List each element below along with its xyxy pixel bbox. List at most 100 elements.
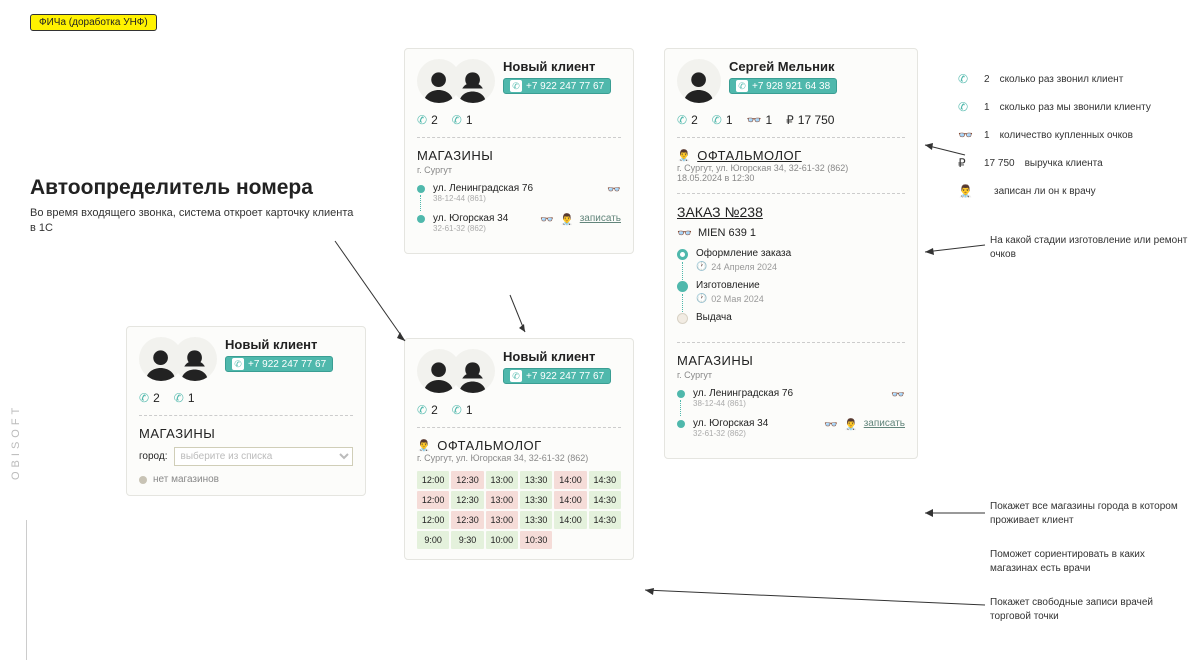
time-slot[interactable]: 14:30 (589, 491, 621, 509)
ruble-icon: ₽ (958, 156, 974, 170)
city-text: г. Сургут (677, 370, 905, 380)
stat-calls-in: ✆2 (677, 113, 698, 127)
stat-calls-in: ✆2 (417, 113, 438, 127)
divider (677, 342, 905, 343)
phone-icon: ✆ (232, 358, 244, 370)
dot-icon (417, 185, 425, 193)
time-slot[interactable]: 14:00 (554, 471, 586, 489)
arrow-icon (920, 505, 990, 520)
book-link[interactable]: записать (580, 213, 621, 224)
time-slot[interactable]: 12:00 (417, 511, 449, 529)
divider (677, 193, 905, 194)
time-slot[interactable]: 10:30 (520, 531, 552, 549)
glasses-icon: 👓 (891, 388, 905, 401)
dot-icon (677, 390, 685, 398)
divider (417, 137, 621, 138)
doctor-icon: 👨‍⚕️ (958, 184, 974, 198)
client-name: Сергей Мельник (729, 59, 905, 74)
order-item: 👓MIEN 639 1 (677, 226, 905, 240)
no-shops-msg: нет магазинов (139, 474, 353, 485)
order-heading[interactable]: ЗАКАЗ №238 (677, 204, 905, 220)
city-select[interactable]: выберите из списка (174, 447, 353, 466)
shop-list: ул. Ленинградская 7638-12-44 (861)👓ул. Ю… (677, 388, 905, 448)
doctor-icon: 👨‍⚕️ (844, 418, 858, 431)
legend-row: ✆2сколько раз звонил клиент (958, 72, 1123, 86)
client-card-4: Сергей Мельник ✆+7 928 921 64 38 ✆2 ✆1 👓… (664, 48, 918, 459)
time-slot[interactable]: 9:30 (451, 531, 483, 549)
brand-line (26, 520, 27, 660)
time-slot[interactable]: 13:30 (520, 491, 552, 509)
shops-heading: МАГАЗИНЫ (677, 353, 905, 368)
time-slot[interactable]: 10:00 (486, 531, 518, 549)
glasses-icon: 👓 (824, 418, 838, 431)
call-in-icon: ✆ (677, 113, 687, 127)
phone-number: +7 922 247 77 67 (248, 359, 326, 370)
call-out-icon: ✆ (452, 113, 462, 127)
time-slot[interactable]: 12:00 (417, 491, 449, 509)
time-slot[interactable]: 9:00 (417, 531, 449, 549)
stat-calls-in: ✆2 (417, 403, 438, 417)
doctor-sub: г. Сургут, ул. Югорская 34, 32-61-32 (86… (417, 453, 621, 463)
note-2: Покажет все магазины города в котором пр… (990, 500, 1190, 528)
time-slot[interactable]: 12:30 (451, 511, 483, 529)
arrow-icon (920, 240, 990, 260)
glasses-icon: 👓 (747, 113, 762, 127)
call-in-icon: ✆ (139, 391, 149, 405)
avatar-female-icon (451, 349, 495, 393)
time-slot[interactable]: 12:00 (417, 471, 449, 489)
dot-icon (417, 215, 425, 223)
call-out-icon: ✆ (174, 391, 184, 405)
arrow-icon (500, 290, 540, 340)
time-slot[interactable]: 13:00 (486, 491, 518, 509)
divider (139, 415, 353, 416)
shop-list: ул. Ленинградская 7638-12-44 (861)👓ул. Ю… (417, 183, 621, 243)
phone-number: +7 922 247 77 67 (526, 371, 604, 382)
note-1: На какой стадии изготовление или ремонт … (990, 234, 1190, 262)
time-slot[interactable]: 12:30 (451, 491, 483, 509)
legend-row: ✆1сколько раз мы звонили клиенту (958, 100, 1151, 114)
call-in-icon: ✆ (417, 113, 427, 127)
time-slot[interactable]: 14:00 (554, 511, 586, 529)
clock-icon: 🕐 (696, 293, 707, 304)
call-out-icon: ✆ (958, 100, 974, 114)
shop-item: ул. Югорская 3432-61-32 (862)👓👨‍⚕️записа… (677, 418, 905, 448)
timeline-item: Изготовление🕐02 Мая 2024 (677, 280, 905, 312)
stat-revenue: ₽17 750 (786, 113, 834, 127)
clock-icon: 🕐 (696, 261, 707, 272)
time-grid: 12:0012:3013:0013:3014:0014:3012:0012:30… (417, 471, 621, 549)
glasses-icon: 👓 (677, 226, 692, 240)
call-in-icon: ✆ (958, 72, 974, 86)
time-slot[interactable]: 13:00 (486, 511, 518, 529)
avatar-female-icon (451, 59, 495, 103)
phone-pill[interactable]: ✆+7 928 921 64 38 (729, 78, 837, 94)
timeline-dot (677, 313, 688, 324)
time-slot[interactable]: 14:30 (589, 511, 621, 529)
phone-pill[interactable]: ✆ +7 922 247 77 67 (225, 356, 333, 372)
note-3: Поможет сориентировать в каких магазинах… (990, 548, 1190, 576)
dot-icon (677, 420, 685, 428)
shops-heading: МАГАЗИНЫ (139, 426, 353, 441)
time-slot[interactable]: 14:00 (554, 491, 586, 509)
time-slot[interactable]: 13:00 (486, 471, 518, 489)
glasses-icon: 👓 (958, 128, 974, 142)
timeline-item: Выдача (677, 312, 905, 332)
phone-pill[interactable]: ✆+7 922 247 77 67 (503, 78, 611, 94)
stat-calls-out: ✆1 (452, 113, 473, 127)
shop-item: ул. Югорская 3432-61-32 (862)👓👨‍⚕️записа… (417, 213, 621, 243)
time-slot[interactable]: 13:30 (520, 511, 552, 529)
legend-row: 👓1количество купленных очков (958, 128, 1133, 142)
time-slot[interactable]: 13:30 (520, 471, 552, 489)
phone-pill[interactable]: ✆+7 922 247 77 67 (503, 368, 611, 384)
phone-icon: ✆ (736, 80, 748, 92)
doctor-heading: 👨‍⚕️ОФТАЛЬМОЛОГ (677, 148, 905, 163)
glasses-icon: 👓 (607, 183, 621, 196)
timeline-dot (677, 249, 688, 260)
time-slot[interactable]: 12:30 (451, 471, 483, 489)
city-text: г. Сургут (417, 165, 621, 175)
avatar-pair (417, 59, 495, 103)
stat-calls-out: ✆1 (174, 391, 195, 405)
stat-glasses: 👓1 (747, 113, 773, 127)
time-slot[interactable]: 14:30 (589, 471, 621, 489)
client-name: Новый клиент (503, 349, 621, 364)
book-link[interactable]: записать (864, 418, 905, 429)
